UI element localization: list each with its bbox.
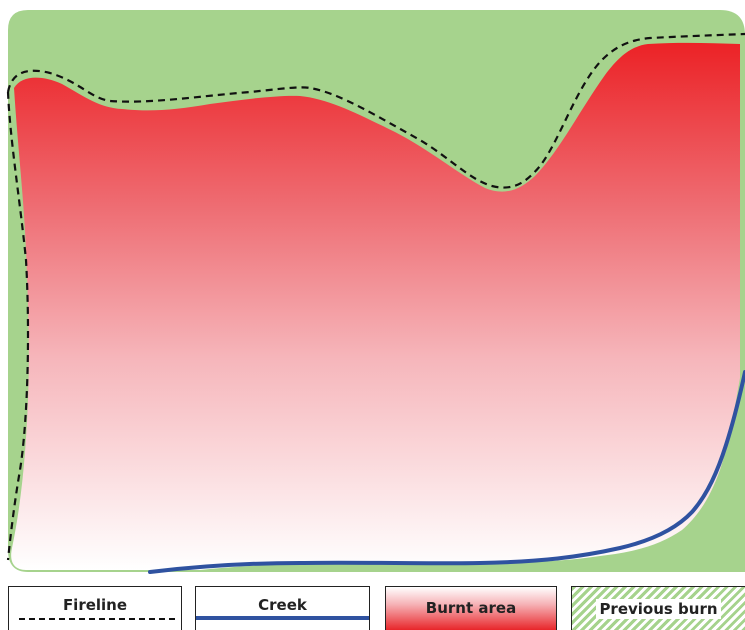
solid-blue-line-icon [196,616,369,620]
legend-burnt-area-label: Burnt area [425,599,517,617]
dashed-line-icon [19,618,175,620]
legend-creek-label: Creek [258,596,307,614]
legend-fireline-label: Fireline [62,596,128,614]
legend-previous-burn: Previous burn [571,586,745,630]
creek [148,370,745,574]
legend-burnt-area: Burnt area [385,586,557,630]
legend-creek: Creek [195,586,370,630]
legend-fireline: Fireline [8,586,182,630]
fireline [6,32,745,561]
burnt-area [11,42,741,571]
legend-previous-burn-label: Previous burn [596,599,721,619]
